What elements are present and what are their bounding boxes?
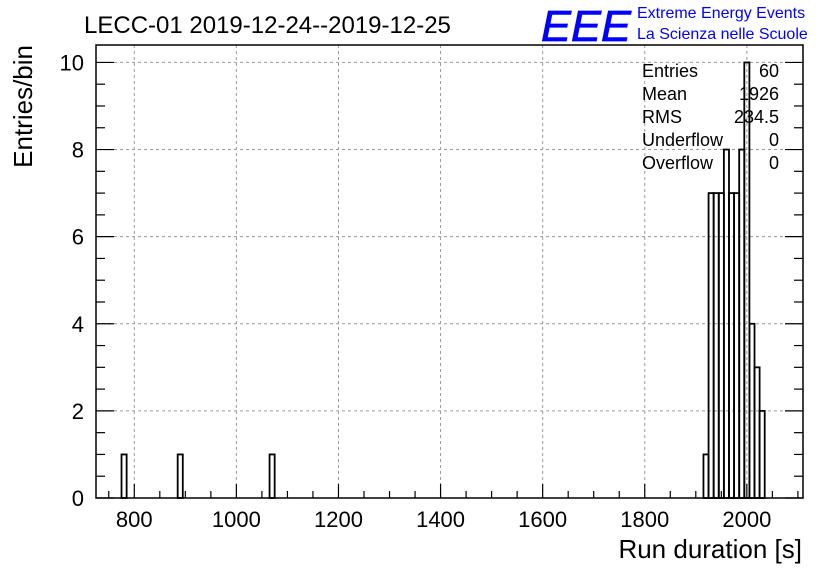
stats-label: Underflow xyxy=(642,130,724,150)
histogram-bin xyxy=(176,453,184,499)
stats-value: 60 xyxy=(759,61,779,81)
y-tick-label: 4 xyxy=(72,312,84,337)
eee-logo-line1: Extreme Energy Events xyxy=(637,5,805,22)
grid-lines xyxy=(96,45,803,498)
stats-label: Entries xyxy=(642,61,698,81)
x-tick-label: 800 xyxy=(116,507,153,532)
x-tick-label: 1600 xyxy=(518,507,567,532)
y-tick-label: 0 xyxy=(72,486,84,511)
stats-value: 1926 xyxy=(739,84,779,104)
y-tick-label: 10 xyxy=(60,50,84,75)
x-tick-labels: 800 1000 1200 1400 1600 1800 2000 xyxy=(116,507,771,532)
stats-label: Mean xyxy=(642,84,687,104)
y-tick-label: 6 xyxy=(72,225,84,250)
eee-logo: EEE Extreme Energy Events La Scienza nel… xyxy=(541,2,808,52)
x-axis-label: Run duration [s] xyxy=(618,534,802,564)
stats-value: 0 xyxy=(769,153,779,173)
x-tick-label: 1000 xyxy=(212,507,261,532)
stats-label: Overflow xyxy=(642,153,714,173)
y-tick-label: 8 xyxy=(72,138,84,163)
stats-box: Entries 60 Mean 1926 RMS 234.5 Underflow 0 Overf… xyxy=(642,61,779,173)
stats-value: 0 xyxy=(769,130,779,150)
stats-value: 234.5 xyxy=(734,107,779,127)
x-tick-label: 1400 xyxy=(416,507,465,532)
histogram-series xyxy=(120,61,766,499)
plot-frame xyxy=(95,44,804,499)
histogram-bin xyxy=(758,409,766,499)
y-tick-label: 2 xyxy=(72,399,84,424)
axis-ticks xyxy=(96,61,803,499)
eee-logo-mark: EEE xyxy=(541,2,632,51)
x-tick-label: 1800 xyxy=(620,507,669,532)
y-axis-label: Entries/bin xyxy=(8,45,38,168)
eee-logo-line2: La Scienza nelle Scuole xyxy=(637,26,808,43)
chart-title: LECC-01 2019-12-24--2019-12-25 xyxy=(84,12,451,39)
x-tick-label: 2000 xyxy=(722,507,771,532)
stats-label: RMS xyxy=(642,107,682,127)
y-tick-labels: 0 2 4 6 8 10 xyxy=(60,50,84,511)
histogram-bin xyxy=(268,453,276,499)
x-tick-label: 1200 xyxy=(314,507,363,532)
histogram-bin xyxy=(120,453,128,499)
